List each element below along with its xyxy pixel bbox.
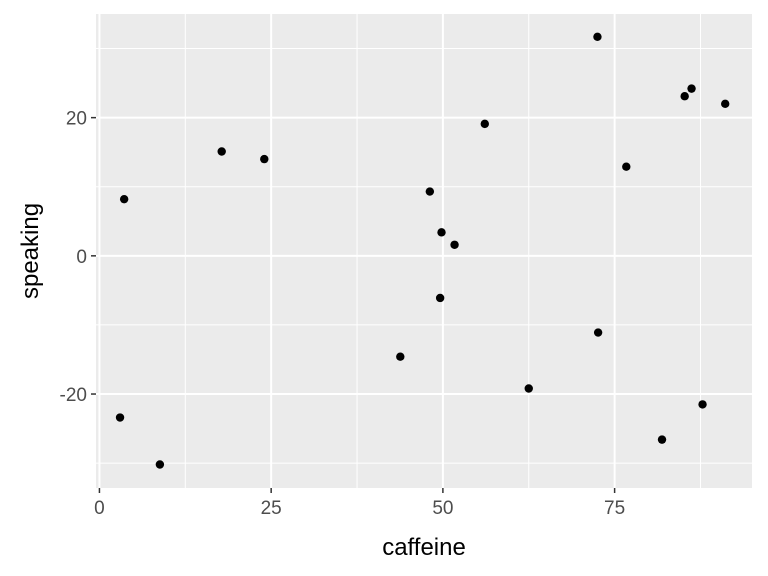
minor-gridlines	[96, 14, 752, 488]
data-point	[450, 240, 459, 249]
data-point	[437, 228, 446, 237]
data-point	[593, 328, 603, 337]
data-point	[687, 84, 696, 93]
data-point	[396, 352, 405, 361]
data-point	[698, 400, 707, 409]
data-point	[155, 460, 165, 469]
y-axis-title: speaking	[17, 203, 44, 299]
x-tick-label: 25	[261, 498, 282, 519]
y-tick-label: -20	[60, 385, 87, 406]
data-points	[115, 32, 730, 469]
x-axis-title: caffeine	[382, 534, 466, 561]
x-tick-label: 75	[604, 498, 625, 519]
data-point	[524, 384, 533, 393]
x-tick-label: 50	[432, 498, 453, 519]
y-tick-label: 0	[76, 247, 87, 268]
x-tick-label: 0	[94, 498, 105, 519]
data-point	[260, 154, 269, 164]
data-point	[593, 32, 602, 42]
data-point	[721, 99, 730, 109]
data-point	[425, 187, 435, 196]
x-axis-ticks: 0 25 50 75	[94, 488, 625, 519]
data-point	[622, 162, 631, 171]
data-point	[657, 435, 667, 444]
data-point	[217, 147, 226, 156]
y-tick-label: 20	[66, 109, 87, 130]
plot-panel	[96, 14, 752, 488]
major-gridlines	[96, 14, 752, 488]
y-axis-ticks: -20 0 20	[60, 109, 96, 406]
data-point	[480, 119, 489, 129]
data-point	[435, 293, 445, 303]
data-point	[119, 194, 129, 204]
data-point	[115, 413, 125, 422]
data-point	[680, 92, 689, 101]
